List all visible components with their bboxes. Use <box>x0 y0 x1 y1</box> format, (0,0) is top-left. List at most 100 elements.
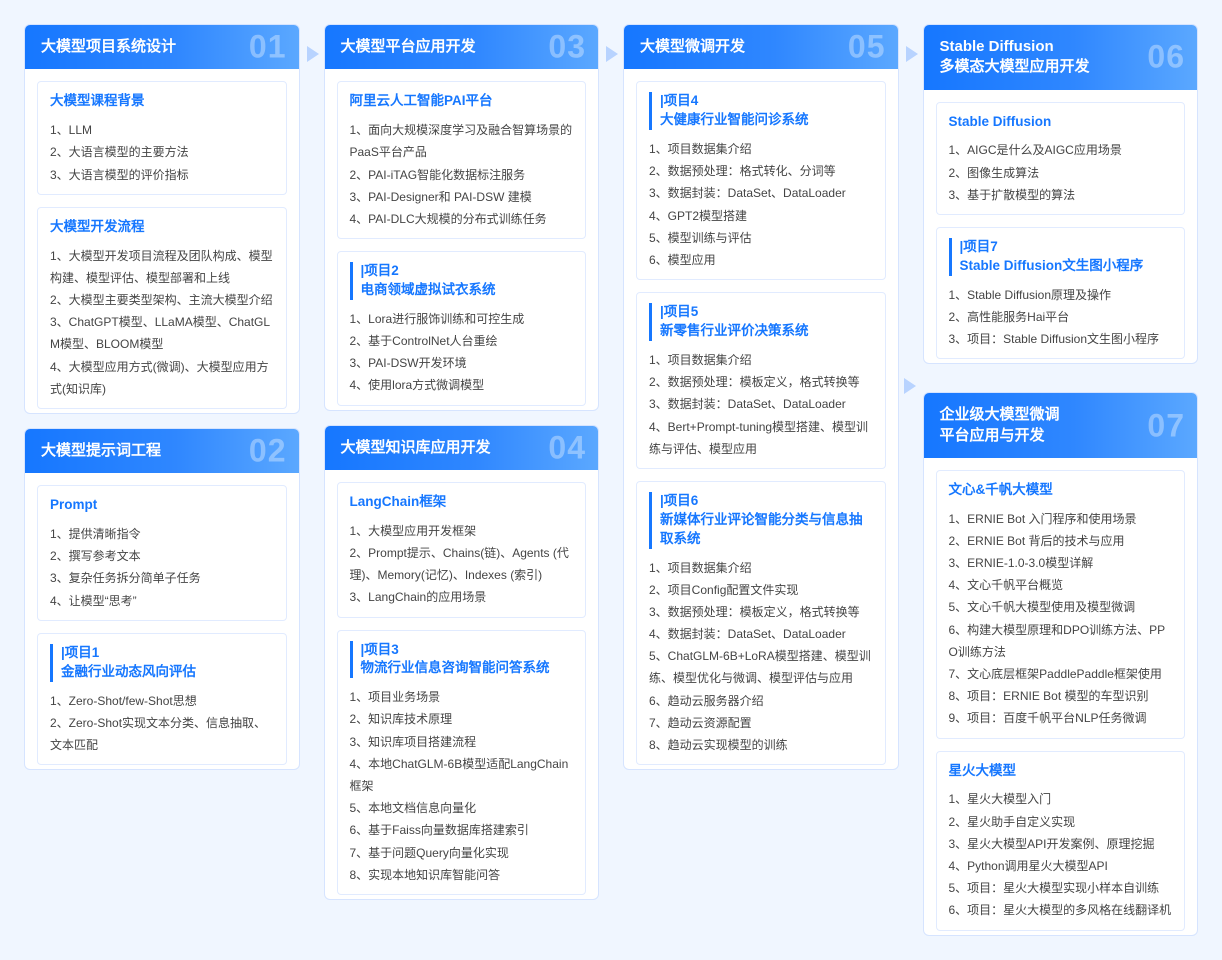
list-item: 8、项目：ERNIE Bot 模型的车型识别 <box>949 685 1173 707</box>
module-07-header: 企业级大模型微调平台应用与开发 07 <box>924 393 1198 458</box>
list-item: 2、PAI-iTAG智能化数据标注服务 <box>350 164 574 186</box>
card-list: 1、Stable Diffusion原理及操作 2、高性能服务Hai平台 3、项… <box>949 284 1173 351</box>
list-item: 6、模型应用 <box>649 249 873 271</box>
list-item: 8、实现本地知识库智能问答 <box>350 864 574 886</box>
module-02-header: 大模型提示词工程 02 <box>25 429 299 473</box>
card-project-3: |项目3物流行业信息咨询智能问答系统 1、项目业务场景 2、知识库技术原理 3、… <box>337 630 587 895</box>
list-item: 1、提供清晰指令 <box>50 523 274 545</box>
card-project-7: |项目7Stable Diffusion文生图小程序 1、Stable Diff… <box>936 227 1186 359</box>
list-item: 3、ERNIE-1.0-3.0模型详解 <box>949 552 1173 574</box>
card-stable-diffusion: Stable Diffusion 1、AIGC是什么及AIGC应用场景 2、图像… <box>936 102 1186 215</box>
list-item: 2、Prompt提示、Chains(链)、Agents (代理)、Memory(… <box>350 542 574 586</box>
list-item: 5、文心千帆大模型使用及模型微调 <box>949 596 1173 618</box>
list-item: 6、项目：星火大模型的多风格在线翻译机 <box>949 899 1173 921</box>
list-item: 1、ERNIE Bot 入门程序和使用场景 <box>949 508 1173 530</box>
module-03: 大模型平台应用开发 03 阿里云人工智能PAI平台 1、面向大规模深度学习及融合… <box>324 24 600 411</box>
list-item: 1、AIGC是什么及AIGC应用场景 <box>949 139 1173 161</box>
list-item: 3、PAI-DSW开发环境 <box>350 352 574 374</box>
card-list: 1、LLM 2、大语言模型的主要方法 3、大语言模型的评价指标 <box>50 119 274 186</box>
list-item: 4、GPT2模型搭建 <box>649 205 873 227</box>
list-item: 2、星火助手自定义实现 <box>949 811 1173 833</box>
list-item: 1、大模型应用开发框架 <box>350 520 574 542</box>
card-list: 1、Zero-Shot/few-Shot思想 2、Zero-Shot实现文本分类… <box>50 690 274 757</box>
list-item: 4、PAI-DLC大规模的分布式训练任务 <box>350 208 574 230</box>
card-project-6: |项目6新媒体行业评论智能分类与信息抽取系统 1、项目数据集介绍 2、项目Con… <box>636 481 886 765</box>
module-04-header: 大模型知识库应用开发 04 <box>325 426 599 470</box>
card-xinghuo: 星火大模型 1、星火大模型入门 2、星火助手自定义实现 3、星火大模型API开发… <box>936 751 1186 931</box>
list-item: 2、大语言模型的主要方法 <box>50 141 274 163</box>
arrow-01-to-03 <box>307 46 319 62</box>
arrow-03-to-05 <box>606 46 618 62</box>
module-05-body: |项目4大健康行业智能问诊系统 1、项目数据集介绍 2、数据预处理：格式转化、分… <box>624 69 898 769</box>
module-06-header: Stable Diffusion多模态大模型应用开发 06 <box>924 25 1198 90</box>
list-item: 8、趋动云实现模型的训练 <box>649 734 873 756</box>
column-1: 大模型项目系统设计 01 大模型课程背景 1、LLM 2、大语言模型的主要方法 … <box>24 24 300 770</box>
module-06-title: Stable Diffusion多模态大模型应用开发 <box>940 37 1182 78</box>
list-item: 3、基于扩散模型的算法 <box>949 184 1173 206</box>
module-01-body: 大模型课程背景 1、LLM 2、大语言模型的主要方法 3、大语言模型的评价指标 … <box>25 69 299 413</box>
list-item: 4、使用lora方式微调模型 <box>350 374 574 396</box>
card-title: 大模型开发流程 <box>50 218 274 237</box>
module-02-body: Prompt 1、提供清晰指令 2、撰写参考文本 3、复杂任务拆分简单子任务 4… <box>25 473 299 769</box>
card-title: |项目1金融行业动态风向评估 <box>50 644 274 682</box>
list-item: 5、ChatGLM-6B+LoRA模型搭建、模型训练、模型优化与微调、模型评估与… <box>649 645 873 689</box>
card-list: 1、星火大模型入门 2、星火助手自定义实现 3、星火大模型API开发案例、原理挖… <box>949 788 1173 921</box>
list-item: 1、项目数据集介绍 <box>649 557 873 579</box>
list-item: 5、项目：星火大模型实现小样本自训练 <box>949 877 1173 899</box>
list-item: 2、高性能服务Hai平台 <box>949 306 1173 328</box>
module-06-body: Stable Diffusion 1、AIGC是什么及AIGC应用场景 2、图像… <box>924 90 1198 364</box>
list-item: 7、趋动云资源配置 <box>649 712 873 734</box>
card-dev-process: 大模型开发流程 1、大模型开发项目流程及团队构成、模型构建、模型评估、模型部署和… <box>37 207 287 409</box>
card-title: Stable Diffusion <box>949 113 1173 132</box>
module-04-body: LangChain框架 1、大模型应用开发框架 2、Prompt提示、Chain… <box>325 470 599 899</box>
list-item: 3、复杂任务拆分简单子任务 <box>50 567 274 589</box>
card-list: 1、AIGC是什么及AIGC应用场景 2、图像生成算法 3、基于扩散模型的算法 <box>949 139 1173 206</box>
list-item: 3、大语言模型的评价指标 <box>50 164 274 186</box>
list-item: 1、项目业务场景 <box>350 686 574 708</box>
list-item: 1、星火大模型入门 <box>949 788 1173 810</box>
card-project-4: |项目4大健康行业智能问诊系统 1、项目数据集介绍 2、数据预处理：格式转化、分… <box>636 81 886 280</box>
card-title: 阿里云人工智能PAI平台 <box>350 92 574 111</box>
card-title: |项目6新媒体行业评论智能分类与信息抽取系统 <box>649 492 873 549</box>
list-item: 3、ChatGPT模型、LLaMA模型、ChatGLM模型、BLOOM模型 <box>50 311 274 355</box>
list-item: 2、数据预处理：模板定义，格式转换等 <box>649 371 873 393</box>
list-item: 2、ERNIE Bot 背后的技术与应用 <box>949 530 1173 552</box>
module-07: 企业级大模型微调平台应用与开发 07 文心&千帆大模型 1、ERNIE Bot … <box>923 392 1199 935</box>
module-02-title: 大模型提示词工程 <box>41 441 283 461</box>
column-3: 大模型微调开发 05 |项目4大健康行业智能问诊系统 1、项目数据集介绍 2、数… <box>623 24 899 770</box>
list-item: 3、数据预处理：模板定义，格式转换等 <box>649 601 873 623</box>
card-list: 1、Lora进行服饰训练和可控生成 2、基于ControlNet人台重绘 3、P… <box>350 308 574 397</box>
list-item: 4、文心千帆平台概览 <box>949 574 1173 596</box>
card-list: 1、大模型开发项目流程及团队构成、模型构建、模型评估、模型部署和上线 2、大模型… <box>50 245 274 400</box>
list-item: 3、星火大模型API开发案例、原理挖掘 <box>949 833 1173 855</box>
list-item: 1、Lora进行服饰训练和可控生成 <box>350 308 574 330</box>
module-04-title: 大模型知识库应用开发 <box>341 438 583 458</box>
module-03-title: 大模型平台应用开发 <box>341 37 583 57</box>
card-list: 1、ERNIE Bot 入门程序和使用场景 2、ERNIE Bot 背后的技术与… <box>949 508 1173 730</box>
card-list: 1、项目数据集介绍 2、数据预处理：模板定义，格式转换等 3、数据封装：Data… <box>649 349 873 460</box>
card-list: 1、大模型应用开发框架 2、Prompt提示、Chains(链)、Agents … <box>350 520 574 609</box>
card-langchain: LangChain框架 1、大模型应用开发框架 2、Prompt提示、Chain… <box>337 482 587 618</box>
list-item: 4、本地ChatGLM-6B模型适配LangChain框架 <box>350 753 574 797</box>
arrow-06-to-07 <box>904 378 916 394</box>
card-list: 1、面向大规模深度学习及融合智算场景的PaaS平台产品 2、PAI-iTAG智能… <box>350 119 574 230</box>
list-item: 1、大模型开发项目流程及团队构成、模型构建、模型评估、模型部署和上线 <box>50 245 274 289</box>
card-project-5: |项目5新零售行业评价决策系统 1、项目数据集介绍 2、数据预处理：模板定义，格… <box>636 292 886 469</box>
card-title: |项目2电商领域虚拟试衣系统 <box>350 262 574 300</box>
list-item: 2、图像生成算法 <box>949 162 1173 184</box>
curriculum-grid: 大模型项目系统设计 01 大模型课程背景 1、LLM 2、大语言模型的主要方法 … <box>24 24 1198 936</box>
list-item: 4、大模型应用方式(微调)、大模型应用方式(知识库) <box>50 356 274 400</box>
card-course-bg: 大模型课程背景 1、LLM 2、大语言模型的主要方法 3、大语言模型的评价指标 <box>37 81 287 194</box>
card-prompt: Prompt 1、提供清晰指令 2、撰写参考文本 3、复杂任务拆分简单子任务 4… <box>37 485 287 621</box>
list-item: 7、基于问题Query向量化实现 <box>350 842 574 864</box>
arrow-05-to-06 <box>906 46 918 62</box>
list-item: 9、项目：百度千帆平台NLP任务微调 <box>949 707 1173 729</box>
list-item: 1、项目数据集介绍 <box>649 349 873 371</box>
list-item: 1、项目数据集介绍 <box>649 138 873 160</box>
card-list: 1、项目业务场景 2、知识库技术原理 3、知识库项目搭建流程 4、本地ChatG… <box>350 686 574 886</box>
list-item: 3、PAI-Designer和 PAI-DSW 建模 <box>350 186 574 208</box>
module-03-body: 阿里云人工智能PAI平台 1、面向大规模深度学习及融合智算场景的PaaS平台产品… <box>325 69 599 409</box>
card-title: Prompt <box>50 496 274 515</box>
card-wenxin-qianfan: 文心&千帆大模型 1、ERNIE Bot 入门程序和使用场景 2、ERNIE B… <box>936 470 1186 739</box>
list-item: 2、Zero-Shot实现文本分类、信息抽取、文本匹配 <box>50 712 274 756</box>
